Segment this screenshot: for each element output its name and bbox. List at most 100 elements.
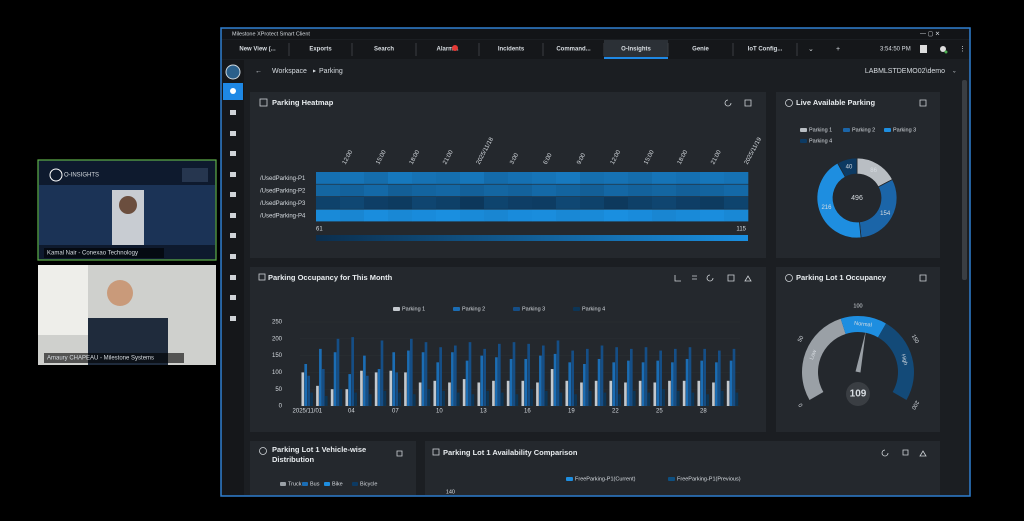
- legend-label[interactable]: Bike: [332, 481, 343, 487]
- heat-cell: [532, 209, 557, 222]
- bar: [544, 390, 548, 406]
- bar: [703, 348, 706, 406]
- bar: [632, 390, 636, 406]
- data-label: 154: [880, 211, 891, 217]
- y-tick-label: 150: [272, 353, 283, 359]
- heat-cell: [676, 184, 701, 197]
- legend-label[interactable]: Bicycle: [360, 481, 377, 487]
- bar: [383, 390, 387, 406]
- bar: [732, 348, 736, 406]
- bar: [456, 392, 460, 406]
- data-label: 86: [870, 168, 877, 174]
- bar: [433, 380, 437, 406]
- tab[interactable]: Exports: [309, 47, 332, 53]
- tab[interactable]: Search: [374, 47, 394, 53]
- sidebar-icons[interactable]: [230, 110, 236, 321]
- bar: [726, 380, 730, 406]
- legend-label[interactable]: Parking 1: [809, 127, 832, 133]
- legend-label[interactable]: Truck: [288, 481, 302, 487]
- legend-swatch: [800, 128, 807, 132]
- legend-label[interactable]: Parking 2: [462, 306, 485, 312]
- bar: [339, 389, 343, 406]
- heat-cell: [316, 209, 341, 222]
- bar: [354, 392, 357, 406]
- bar: [618, 394, 621, 406]
- scrollbar[interactable]: [962, 80, 967, 280]
- x-tick-label: 2025/11/01: [293, 409, 323, 415]
- breadcrumb[interactable]: Workspace: [272, 68, 307, 75]
- tab[interactable]: Alarm...: [436, 47, 458, 53]
- heat-cell: [724, 172, 749, 184]
- y-tick-label: 100: [272, 370, 283, 376]
- heat-cell: [436, 184, 461, 197]
- bar: [500, 392, 504, 406]
- legend-label[interactable]: Parking 3: [893, 127, 916, 133]
- x-tick-label: 6:00: [543, 152, 554, 166]
- bar: [374, 372, 378, 406]
- bar: [451, 352, 454, 406]
- heat-cell: [388, 184, 413, 197]
- x-tick-label: 07: [392, 409, 399, 415]
- bar: [583, 364, 586, 406]
- tab-add[interactable]: +: [836, 46, 840, 53]
- legend-label[interactable]: Parking 3: [522, 306, 545, 312]
- tab[interactable]: Command...: [556, 47, 591, 53]
- panel-icons[interactable]: [258, 98, 927, 457]
- panel-title: Live Available Parking: [796, 98, 875, 107]
- donut-total: 496: [851, 195, 863, 202]
- heat-cell: [556, 209, 581, 222]
- legend-label[interactable]: Bus: [310, 481, 320, 487]
- menu[interactable]: ⋮: [959, 46, 966, 53]
- heat-cell: [676, 197, 701, 209]
- bar: [550, 369, 554, 406]
- legend-label[interactable]: Parking 4: [582, 306, 605, 312]
- legend-swatch: [884, 128, 891, 132]
- legend-label[interactable]: Parking 4: [809, 138, 832, 144]
- icon[interactable]: [920, 45, 927, 53]
- bar: [656, 360, 660, 406]
- window-controls[interactable]: — ▢ ✕: [920, 32, 940, 38]
- legend-label[interactable]: Parking 1: [402, 306, 425, 312]
- gauge-band: [878, 323, 914, 400]
- bar: [536, 382, 539, 406]
- tab[interactable]: O-Insights: [621, 47, 651, 53]
- y-tick-label: 250: [272, 320, 283, 326]
- tab[interactable]: New View (...: [239, 47, 276, 53]
- legend-label[interactable]: Parking 2: [852, 127, 875, 133]
- heat-cell: [556, 184, 581, 197]
- bar: [404, 372, 407, 406]
- bar: [377, 369, 381, 406]
- legend-label[interactable]: FreeParking-P1(Current): [575, 476, 636, 482]
- heat-cell: [556, 197, 581, 209]
- tab[interactable]: IoT Config...: [748, 47, 783, 53]
- user-icon[interactable]: [940, 46, 946, 52]
- heat-cell: [340, 197, 365, 209]
- bar: [363, 355, 366, 406]
- heat-cell: [508, 184, 533, 197]
- x-tick-label: 22: [612, 409, 619, 415]
- user-name[interactable]: LABMLSTDEMO02\demo: [865, 68, 945, 75]
- back-button[interactable]: ←: [255, 68, 262, 75]
- bar: [360, 370, 363, 406]
- tab[interactable]: Genie: [692, 47, 709, 53]
- bar: [336, 338, 340, 406]
- tab-more[interactable]: ⌄: [808, 46, 814, 53]
- bar: [624, 382, 627, 406]
- heat-cell: [580, 184, 605, 197]
- scale-max: 115: [736, 227, 746, 233]
- bar: [330, 389, 334, 406]
- bar: [462, 379, 466, 406]
- tab-active[interactable]: [604, 40, 668, 59]
- tab[interactable]: Incidents: [498, 47, 525, 53]
- bar: [571, 350, 574, 406]
- bar: [345, 389, 349, 406]
- legend-swatch: [302, 482, 308, 486]
- bar: [638, 380, 642, 406]
- gauge-tick-label: 100: [853, 303, 862, 309]
- bar: [539, 355, 542, 406]
- bar: [697, 380, 701, 406]
- heat-cell: [508, 197, 533, 209]
- bar: [685, 358, 689, 406]
- legend-label[interactable]: FreeParking-P1(Previous): [677, 476, 741, 482]
- row-label: /UsedParking-P3: [260, 201, 306, 207]
